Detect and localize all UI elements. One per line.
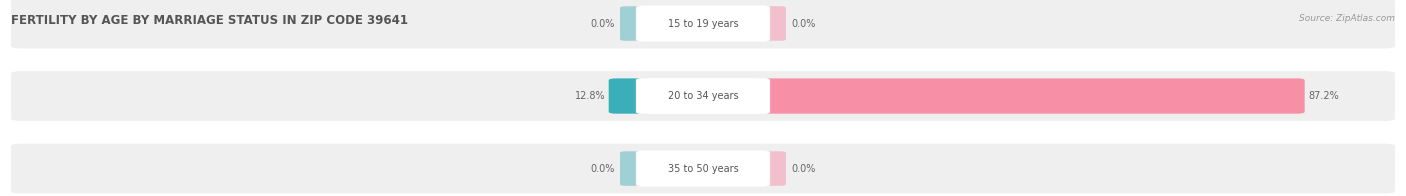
Text: Source: ZipAtlas.com: Source: ZipAtlas.com bbox=[1299, 14, 1395, 23]
Text: 0.0%: 0.0% bbox=[591, 18, 616, 29]
FancyBboxPatch shape bbox=[620, 151, 650, 186]
FancyBboxPatch shape bbox=[609, 78, 650, 114]
FancyBboxPatch shape bbox=[637, 6, 770, 41]
Text: 0.0%: 0.0% bbox=[591, 163, 616, 174]
FancyBboxPatch shape bbox=[620, 6, 650, 41]
Text: 12.8%: 12.8% bbox=[575, 91, 605, 101]
FancyBboxPatch shape bbox=[11, 0, 1396, 49]
FancyBboxPatch shape bbox=[756, 78, 1305, 114]
FancyBboxPatch shape bbox=[11, 71, 1396, 122]
FancyBboxPatch shape bbox=[637, 78, 770, 114]
Text: 35 to 50 years: 35 to 50 years bbox=[668, 163, 738, 174]
FancyBboxPatch shape bbox=[758, 6, 786, 41]
FancyBboxPatch shape bbox=[11, 143, 1396, 194]
Text: 15 to 19 years: 15 to 19 years bbox=[668, 18, 738, 29]
Text: 87.2%: 87.2% bbox=[1308, 91, 1339, 101]
Text: 0.0%: 0.0% bbox=[790, 18, 815, 29]
FancyBboxPatch shape bbox=[637, 151, 770, 186]
Text: 0.0%: 0.0% bbox=[790, 163, 815, 174]
FancyBboxPatch shape bbox=[758, 151, 786, 186]
Text: 20 to 34 years: 20 to 34 years bbox=[668, 91, 738, 101]
Text: FERTILITY BY AGE BY MARRIAGE STATUS IN ZIP CODE 39641: FERTILITY BY AGE BY MARRIAGE STATUS IN Z… bbox=[11, 14, 408, 27]
